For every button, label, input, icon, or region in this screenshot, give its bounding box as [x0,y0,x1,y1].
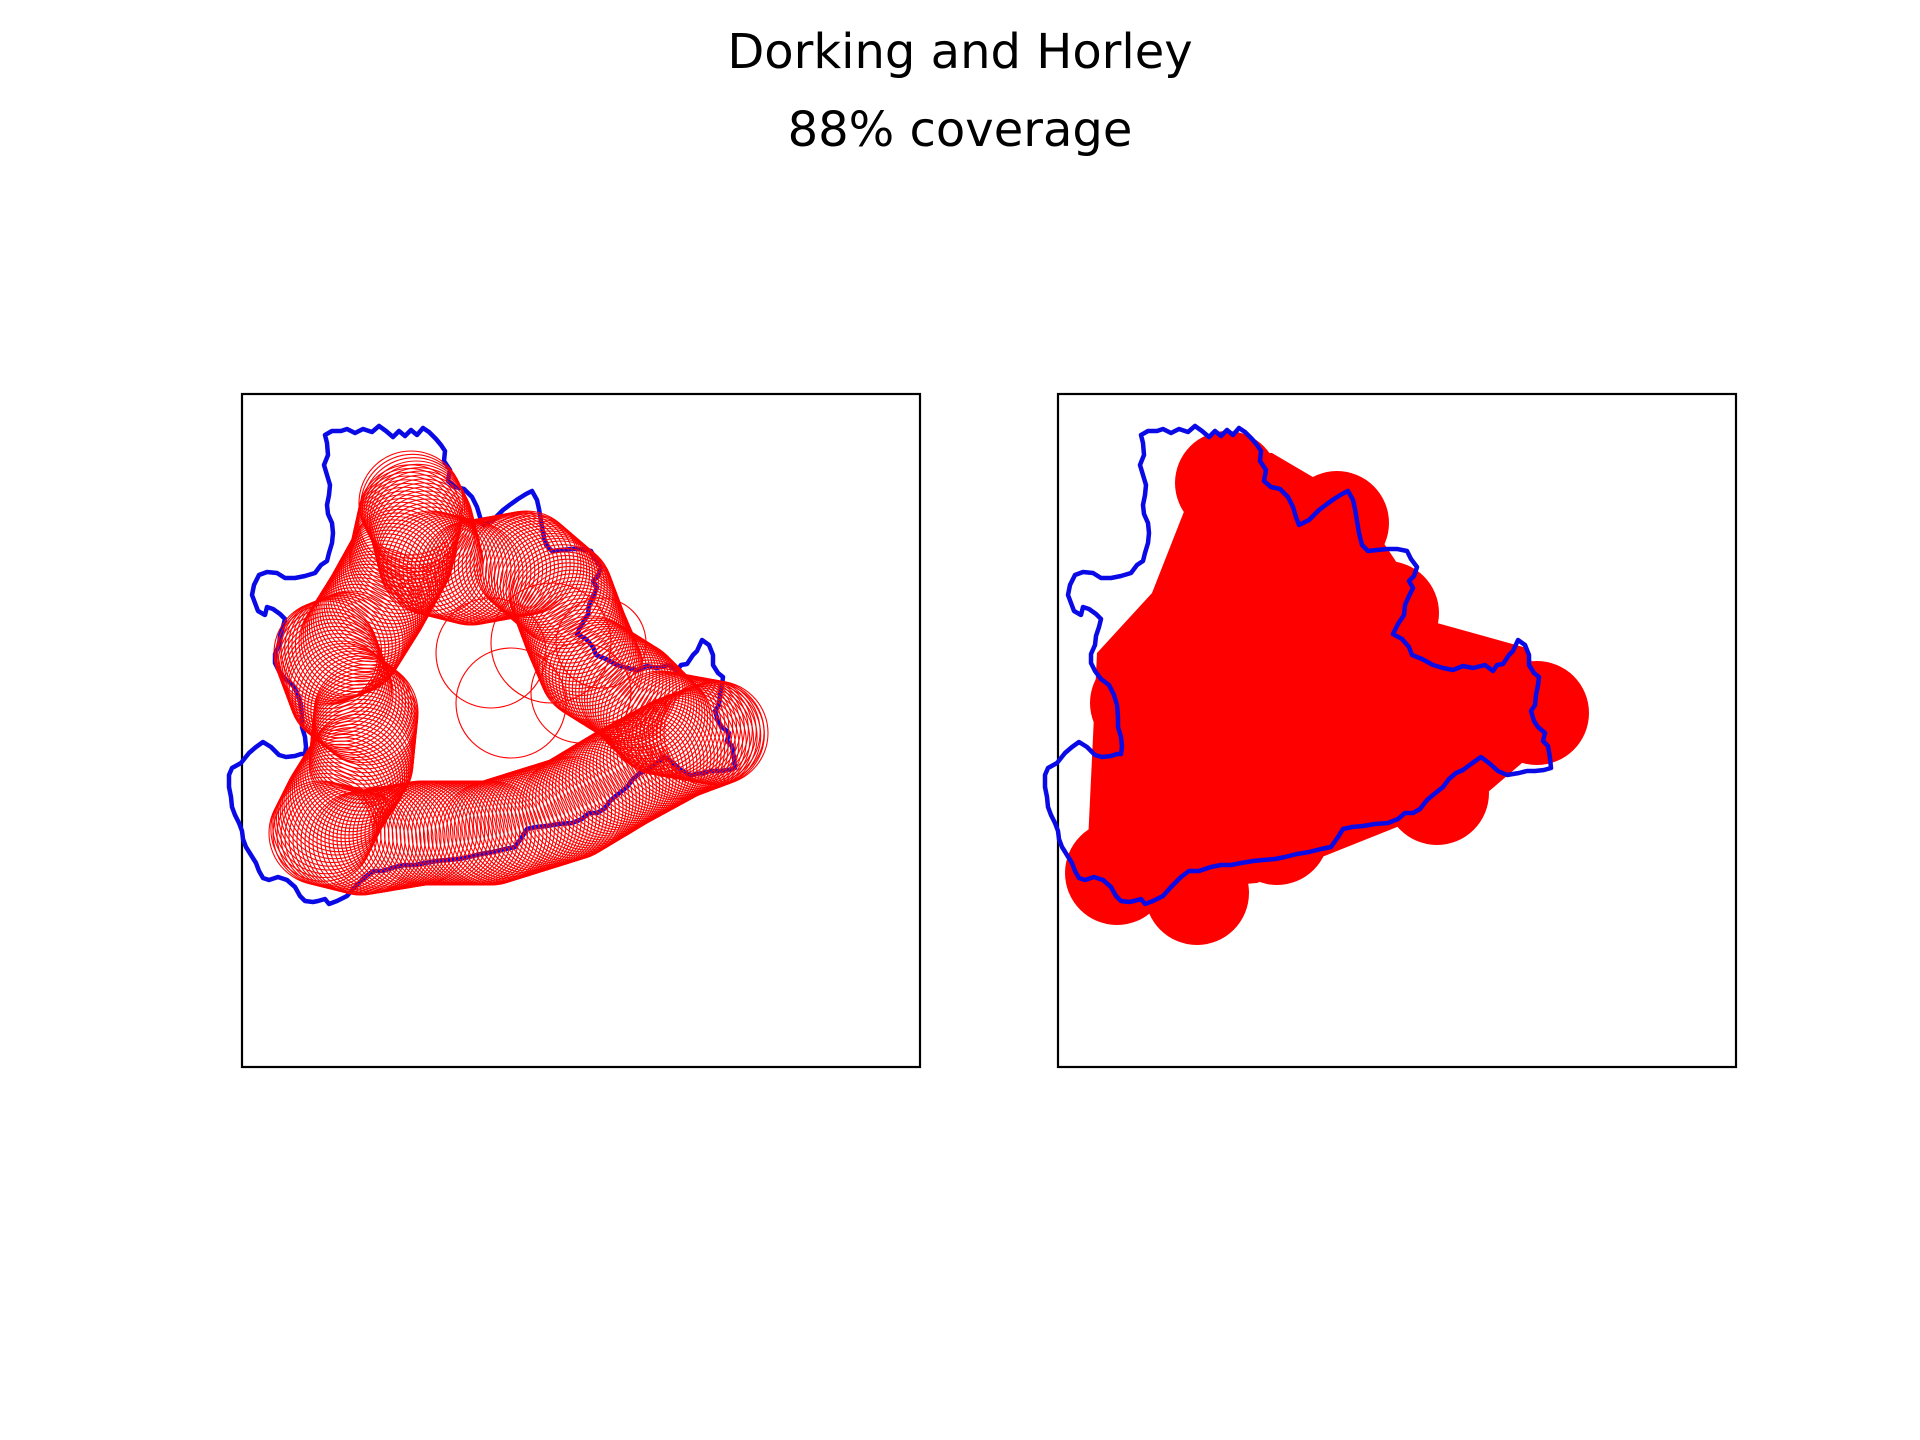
coverage-circle [280,783,386,889]
coverage-circle [353,482,459,589]
coverage-circle [541,741,647,847]
coverage-circle [581,643,687,749]
coverage-circle [585,716,691,822]
coverage-panel-outline [226,392,922,1069]
coverage-circle [524,583,631,690]
coverage-circle [354,479,460,585]
coverage-circle [457,774,563,880]
district-boundary [1042,423,1554,907]
coverage-circle [499,532,605,639]
coverage-circle [575,721,681,827]
coverage-circle [357,464,463,570]
coverage-circle [1335,561,1439,665]
coverage-circle [302,583,408,689]
coverage-circle [356,467,462,574]
coverage-circle [509,544,615,650]
coverage-circle [465,772,571,878]
coverage-circle [530,642,632,744]
coverage-circle [308,573,414,679]
coverage-circle [1305,701,1409,805]
axes-frame [240,392,922,1069]
coverage-circle [502,535,608,641]
coverage-circle [1225,781,1329,885]
coverage-circle [490,525,597,631]
coverage-circle [288,785,394,891]
coverage-circle [1175,431,1279,535]
coverage-circle [505,537,611,644]
coverage-circle [535,745,641,851]
coverage-circle [272,772,378,879]
coverage-circle [334,529,441,635]
chart-title: Dorking and Horley [727,24,1193,80]
coverage-circle [578,719,684,825]
coverage-circle [302,720,408,826]
coverage-circle [325,546,431,653]
coverage-circle [1485,661,1589,765]
coverage-circle [521,753,627,859]
coverage-circle [280,597,386,703]
coverage-circle [582,717,688,824]
coverage-circle [355,475,461,581]
coverage-circle [548,737,654,843]
coverage-circle [310,657,416,764]
coverage-panel-filled [1042,392,1738,1069]
coverage-circle [533,604,640,711]
coverage-circle [284,596,390,702]
coverage-circle [1145,841,1249,945]
coverage-circle [1225,621,1329,725]
coverage-circle [374,494,480,600]
coverage-circle [455,647,567,759]
coverage-circle [627,694,733,800]
coverage-circle [331,536,437,642]
coverage-circle [298,727,404,833]
coverage-circle [558,731,664,837]
coverage-circle [284,629,390,735]
coverage-circle [583,645,690,752]
coverage-circle [589,714,695,820]
coverage-circle [277,761,383,867]
coverage-circle [548,621,654,727]
coverage-circle [300,723,406,829]
coverage-circle [496,530,602,636]
coverage-circle [306,577,412,683]
coverage-circle [300,650,407,756]
coverage-circle [279,757,385,864]
coverage-circle [293,733,399,839]
coverage-circle [589,651,695,757]
coverage-circle [342,515,448,621]
coverage-circle [555,597,647,689]
coverage-circle [435,597,547,709]
chart-subtitle: 88% coverage [787,102,1133,158]
coverage-circle [663,680,769,786]
coverage-circle [274,604,380,710]
coverage-circle [287,636,393,742]
axes-frame [1056,392,1738,1069]
coverage-circle [490,582,612,704]
coverage-circle [659,681,765,787]
coverage-circle [287,743,393,849]
coverage-circle [482,517,588,624]
coverage-circle [1090,651,1194,755]
coverage-circle [327,543,433,649]
coverage-circle [355,471,462,577]
coverage-circle [551,735,657,841]
coverage-circle [637,689,744,796]
coverage-circle [304,652,410,759]
coverage-circle [473,510,579,616]
coverage-circle [530,597,637,704]
coverage-circle [508,540,614,646]
